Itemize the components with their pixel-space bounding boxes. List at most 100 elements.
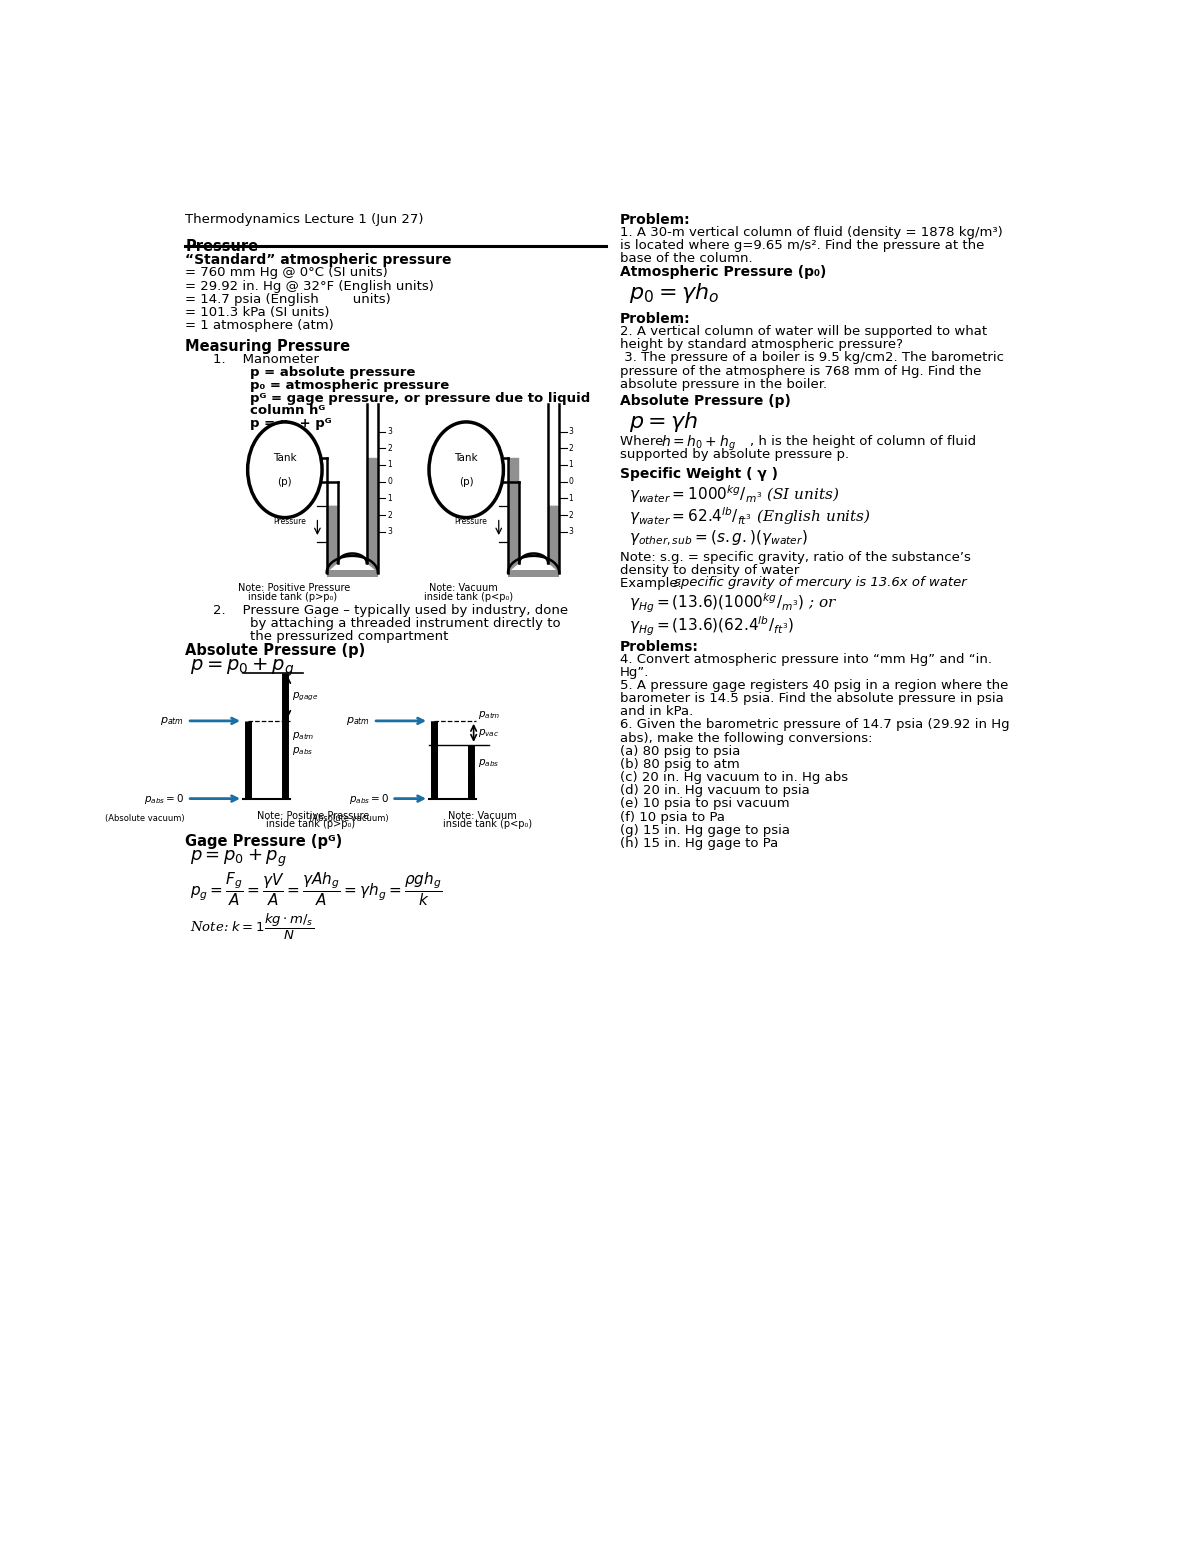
Text: p₀ = atmospheric pressure: p₀ = atmospheric pressure xyxy=(251,379,450,391)
Text: $p_{atm}$: $p_{atm}$ xyxy=(347,714,371,727)
Polygon shape xyxy=(326,570,378,578)
Text: Absolute Pressure (p): Absolute Pressure (p) xyxy=(185,643,366,658)
Text: = 29.92 in. Hg @ 32°F (English units): = 29.92 in. Hg @ 32°F (English units) xyxy=(185,280,434,292)
Text: Note: s.g. = specific gravity, ratio of the substance’s: Note: s.g. = specific gravity, ratio of … xyxy=(619,551,971,564)
Text: 6. Given the barometric pressure of 14.7 psia (29.92 in Hg: 6. Given the barometric pressure of 14.7… xyxy=(619,719,1009,731)
Text: Absolute Pressure (p): Absolute Pressure (p) xyxy=(619,394,791,408)
Text: density to density of water: density to density of water xyxy=(619,564,799,578)
Text: column hᴳ: column hᴳ xyxy=(251,404,325,418)
Text: inside tank (p<p₀): inside tank (p<p₀) xyxy=(425,592,514,601)
Text: $p_{abs}$: $p_{abs}$ xyxy=(479,756,499,769)
Text: p = p₀ + pᴳ: p = p₀ + pᴳ xyxy=(251,418,332,430)
Text: “Standard” atmospheric pressure: “Standard” atmospheric pressure xyxy=(185,253,452,267)
Circle shape xyxy=(430,422,504,517)
Text: supported by absolute pressure p.: supported by absolute pressure p. xyxy=(619,449,848,461)
Text: by attaching a threaded instrument directly to: by attaching a threaded instrument direc… xyxy=(251,617,562,631)
Text: height by standard atmospheric pressure?: height by standard atmospheric pressure? xyxy=(619,339,902,351)
Text: 2. A vertical column of water will be supported to what: 2. A vertical column of water will be su… xyxy=(619,325,986,339)
Text: Pressure: Pressure xyxy=(185,239,258,255)
Text: (g) 15 in. Hg gage to psia: (g) 15 in. Hg gage to psia xyxy=(619,823,790,837)
Text: Note: Positive Pressure: Note: Positive Pressure xyxy=(239,584,350,593)
Text: $p = p_0 + p_g$: $p = p_0 + p_g$ xyxy=(190,848,287,868)
Text: p = absolute pressure: p = absolute pressure xyxy=(251,365,416,379)
Text: Atmospheric Pressure (p₀): Atmospheric Pressure (p₀) xyxy=(619,266,826,280)
Text: Gage Pressure (pᴳ): Gage Pressure (pᴳ) xyxy=(185,834,342,849)
Text: $\gamma_{water} = 1000^{kg}/_{m^3}$ (SI units): $\gamma_{water} = 1000^{kg}/_{m^3}$ (SI … xyxy=(629,483,840,505)
Text: pᴳ = gage pressure, or pressure due to liquid: pᴳ = gage pressure, or pressure due to l… xyxy=(251,391,590,405)
Text: Problem:: Problem: xyxy=(619,312,690,326)
Text: $p_{gage}$: $p_{gage}$ xyxy=(293,691,319,704)
Text: $p = \gamma h$: $p = \gamma h$ xyxy=(629,410,698,433)
Text: 0: 0 xyxy=(569,477,574,486)
Text: $\gamma_{water} = 62.4^{lb}/_{ft^3}$ (English units): $\gamma_{water} = 62.4^{lb}/_{ft^3}$ (En… xyxy=(629,506,871,528)
Text: 4. Convert atmospheric pressure into “mm Hg” and “in.: 4. Convert atmospheric pressure into “mm… xyxy=(619,652,991,666)
Text: $p_{abs} = 0$: $p_{abs} = 0$ xyxy=(144,792,185,806)
Text: specific gravity of mercury is 13.6x of water: specific gravity of mercury is 13.6x of … xyxy=(673,576,966,589)
Text: $p_{atm}$: $p_{atm}$ xyxy=(479,708,500,721)
Polygon shape xyxy=(326,506,338,573)
Text: Measuring Pressure: Measuring Pressure xyxy=(185,340,350,354)
Text: (f) 10 psia to Pa: (f) 10 psia to Pa xyxy=(619,811,725,823)
Text: (d) 20 in. Hg vacuum to psia: (d) 20 in. Hg vacuum to psia xyxy=(619,784,809,797)
Text: 1: 1 xyxy=(569,461,574,469)
Text: = 101.3 kPa (SI units): = 101.3 kPa (SI units) xyxy=(185,306,330,318)
Text: 2: 2 xyxy=(388,444,392,453)
Text: (p): (p) xyxy=(277,477,292,486)
Text: Specific Weight ( γ ): Specific Weight ( γ ) xyxy=(619,467,778,481)
Text: Where: Where xyxy=(619,435,667,449)
Text: = 760 mm Hg @ 0°C (SI units): = 760 mm Hg @ 0°C (SI units) xyxy=(185,267,388,280)
Text: inside tank (p>p₀): inside tank (p>p₀) xyxy=(266,818,355,829)
Text: 3: 3 xyxy=(569,528,574,536)
Text: 3. The pressure of a boiler is 9.5 kg/cm2. The barometric: 3. The pressure of a boiler is 9.5 kg/cm… xyxy=(619,351,1003,365)
Polygon shape xyxy=(508,458,520,573)
Text: Tank: Tank xyxy=(455,453,478,463)
Text: $\gamma_{Hg} = (13.6)(62.4^{lb}/_{ft^3})$: $\gamma_{Hg} = (13.6)(62.4^{lb}/_{ft^3})… xyxy=(629,615,794,638)
Text: (c) 20 in. Hg vacuum to in. Hg abs: (c) 20 in. Hg vacuum to in. Hg abs xyxy=(619,772,847,784)
Text: , h is the height of column of fluid: , h is the height of column of fluid xyxy=(750,435,976,449)
Text: (b) 80 psig to atm: (b) 80 psig to atm xyxy=(619,758,739,770)
Text: Note: $k = 1\dfrac{kg \cdot m/_{s}}{N}$: Note: $k = 1\dfrac{kg \cdot m/_{s}}{N}$ xyxy=(190,912,314,943)
Text: Note: Vacuum: Note: Vacuum xyxy=(448,811,516,820)
Text: $p_{atm}$: $p_{atm}$ xyxy=(293,730,314,742)
Text: $p_0 = \gamma h_o$: $p_0 = \gamma h_o$ xyxy=(629,281,719,304)
Circle shape xyxy=(247,422,322,517)
Text: $\gamma_{other,sub} = (s.g.)(\gamma_{water})$: $\gamma_{other,sub} = (s.g.)(\gamma_{wat… xyxy=(629,528,808,548)
Text: is located where g=9.65 m/s². Find the pressure at the: is located where g=9.65 m/s². Find the p… xyxy=(619,239,984,252)
Text: 3: 3 xyxy=(388,427,392,436)
Text: $h = h_0 + h_g$: $h = h_0 + h_g$ xyxy=(660,433,736,453)
Text: $p_{abs}$: $p_{abs}$ xyxy=(293,745,313,756)
Text: inside tank (p>p₀): inside tank (p>p₀) xyxy=(247,592,337,601)
Text: (Absolute vacuum): (Absolute vacuum) xyxy=(104,814,185,823)
Text: Thermodynamics Lecture 1 (Jun 27): Thermodynamics Lecture 1 (Jun 27) xyxy=(185,213,424,225)
Text: = 1 atmosphere (atm): = 1 atmosphere (atm) xyxy=(185,318,334,332)
Text: 1.    Manometer: 1. Manometer xyxy=(214,353,319,365)
Text: the pressurized compartment: the pressurized compartment xyxy=(251,631,449,643)
Text: 1: 1 xyxy=(388,494,392,503)
Text: absolute pressure in the boiler.: absolute pressure in the boiler. xyxy=(619,377,827,391)
Text: 2: 2 xyxy=(569,444,574,453)
Text: 0: 0 xyxy=(388,477,392,486)
Polygon shape xyxy=(367,458,378,573)
Text: 1. A 30-m vertical column of fluid (density = 1878 kg/m³): 1. A 30-m vertical column of fluid (dens… xyxy=(619,225,1002,239)
Text: inside tank (p<p₀): inside tank (p<p₀) xyxy=(443,818,532,829)
Text: 2.    Pressure Gage – typically used by industry, done: 2. Pressure Gage – typically used by ind… xyxy=(214,604,569,617)
Text: = 14.7 psia (English        units): = 14.7 psia (English units) xyxy=(185,294,391,306)
Text: abs), make the following conversions:: abs), make the following conversions: xyxy=(619,731,872,744)
Text: 1: 1 xyxy=(388,461,392,469)
Polygon shape xyxy=(508,570,559,578)
Text: Gauge
Pressure: Gauge Pressure xyxy=(455,506,487,526)
Text: 5. A pressure gage registers 40 psig in a region where the: 5. A pressure gage registers 40 psig in … xyxy=(619,679,1008,693)
Text: Example:: Example: xyxy=(619,578,686,590)
Polygon shape xyxy=(548,506,559,573)
Text: $p = p_0 + p_g$: $p = p_0 + p_g$ xyxy=(190,657,294,679)
Text: (e) 10 psia to psi vacuum: (e) 10 psia to psi vacuum xyxy=(619,797,790,811)
Text: and in kPa.: and in kPa. xyxy=(619,705,692,719)
Text: base of the column.: base of the column. xyxy=(619,252,752,266)
Text: Problems:: Problems: xyxy=(619,640,698,654)
Text: $p_g = \dfrac{F_g}{A} = \dfrac{\gamma V}{A} = \dfrac{\gamma A h_g}{A} = \gamma h: $p_g = \dfrac{F_g}{A} = \dfrac{\gamma V}… xyxy=(190,870,443,909)
Text: Tank: Tank xyxy=(274,453,296,463)
Text: 3: 3 xyxy=(388,528,392,536)
Text: $p_{vac}$: $p_{vac}$ xyxy=(479,727,499,739)
Text: (h) 15 in. Hg gage to Pa: (h) 15 in. Hg gage to Pa xyxy=(619,837,778,849)
Text: 1: 1 xyxy=(569,494,574,503)
